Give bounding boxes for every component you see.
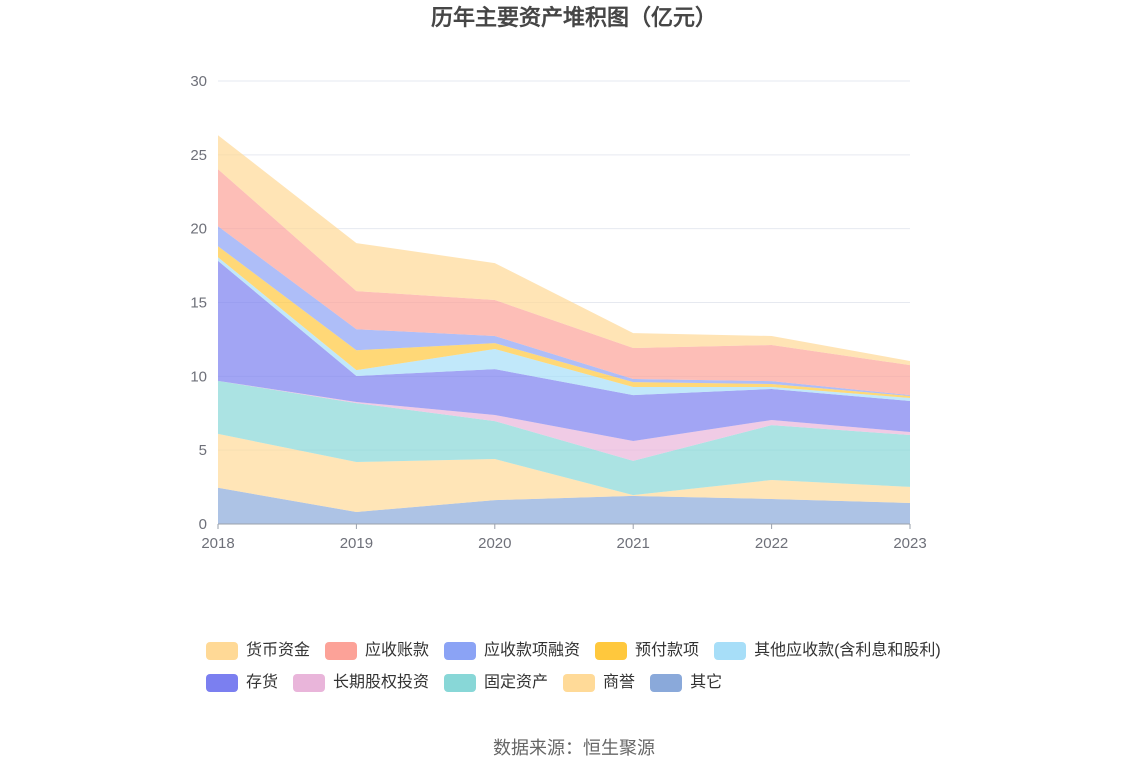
area-series-7 — [218, 380, 910, 496]
legend-label: 其它 — [690, 674, 723, 691]
area-series-9 — [218, 487, 910, 524]
legend-item[interactable]: 其它 — [650, 673, 722, 693]
legend-swatch — [714, 642, 747, 660]
x-tick-label: 2021 — [617, 535, 650, 552]
legend-label: 长期股权投资 — [333, 674, 430, 691]
y-tick-label: 30 — [190, 73, 207, 90]
legend-label: 应收账款 — [365, 642, 430, 659]
x-tick-label: 2023 — [893, 535, 926, 552]
data-source-note: 数据来源：恒生聚源 — [493, 738, 655, 758]
y-tick-label: 20 — [190, 221, 207, 238]
legend-label: 固定资产 — [484, 674, 549, 691]
area-series-1 — [218, 169, 910, 396]
legend-swatch — [444, 674, 477, 692]
axis-layer: 0 5 10 15 20 25 30 2018 2019 2020 2021 2022 2023 — [190, 73, 926, 552]
legend-swatch — [293, 674, 326, 692]
y-tick-label: 0 — [199, 516, 207, 533]
area-layer — [218, 135, 910, 524]
area-series-3 — [218, 246, 910, 398]
x-tick-label: 2020 — [478, 535, 511, 552]
legend-swatch — [444, 642, 477, 660]
legend-label: 存货 — [246, 674, 279, 691]
area-series-2 — [218, 226, 910, 396]
area-series-8 — [218, 433, 910, 512]
y-tick-label: 10 — [190, 368, 207, 385]
area-series-4 — [218, 257, 910, 401]
chart-legend: 货币资金 应收账款 应收款项融资 预付款项 其他应收款(含利息和股利) 存货 长期股权投资 固… — [206, 641, 966, 705]
y-tick-label: 5 — [199, 442, 207, 459]
x-tick-label: 2018 — [201, 535, 234, 552]
legend-swatch — [563, 674, 596, 692]
legend-swatch — [595, 642, 628, 660]
legend-label: 货币资金 — [246, 642, 311, 659]
area-series-0 — [218, 135, 910, 366]
legend-label: 商誉 — [603, 674, 636, 691]
legend-swatch — [325, 642, 358, 660]
legend-label: 其他应收款(含利息和股利) — [754, 642, 941, 659]
legend-item[interactable]: 预付款项 — [595, 641, 699, 661]
area-series-5 — [218, 260, 910, 441]
x-tick-label: 2019 — [340, 535, 373, 552]
legend-item[interactable]: 货币资金 — [206, 641, 310, 661]
x-tick-label: 2022 — [755, 535, 788, 552]
y-tick-label: 25 — [190, 147, 207, 164]
y-tick-label: 15 — [190, 295, 207, 312]
legend-item[interactable]: 其他应收款(含利息和股利) — [714, 641, 941, 661]
chart-title: 历年主要资产堆积图（亿元） — [431, 5, 717, 30]
legend-label: 预付款项 — [635, 642, 700, 659]
legend-swatch — [206, 642, 238, 660]
area-series-6 — [218, 380, 910, 461]
legend-item[interactable]: 固定资产 — [444, 673, 548, 693]
legend-item[interactable]: 应收款项融资 — [444, 641, 580, 661]
legend-item[interactable]: 存货 — [206, 673, 278, 693]
legend-swatch — [650, 674, 683, 692]
legend-label: 应收款项融资 — [484, 642, 581, 659]
legend-item[interactable]: 长期股权投资 — [293, 673, 429, 693]
legend-item[interactable]: 应收账款 — [325, 641, 429, 661]
legend-item[interactable]: 商誉 — [563, 673, 635, 693]
legend-swatch — [206, 674, 238, 692]
